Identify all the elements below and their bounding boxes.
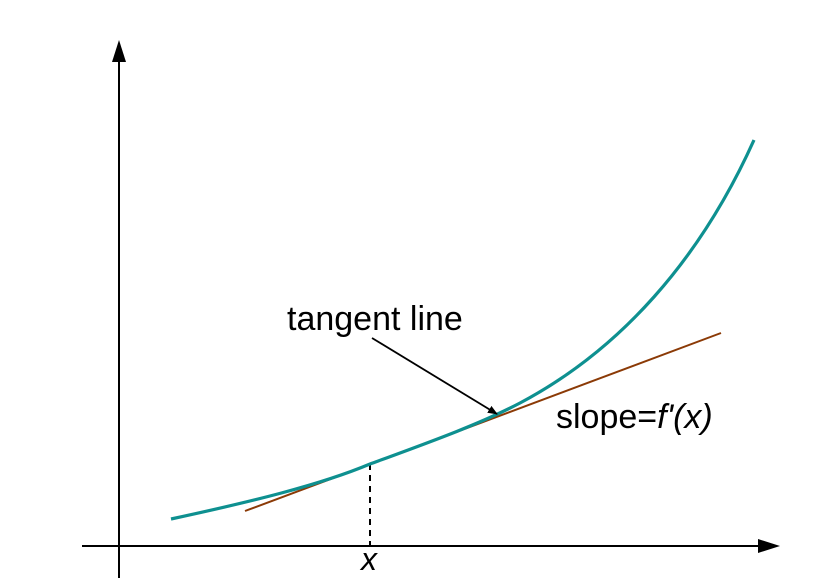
slope-function: f'(x) (657, 398, 713, 436)
tangent-line-label: tangent line (287, 300, 463, 338)
slope-prefix: slope= (556, 398, 657, 436)
function-curve (170, 139, 756, 521)
slope-label: slope=f'(x) (556, 398, 713, 436)
y-axis-arrowhead (112, 40, 126, 62)
x-axis-point-label: x (359, 541, 378, 577)
tangent-label-pointer (371, 337, 498, 415)
x-axis-arrowhead (758, 539, 780, 553)
